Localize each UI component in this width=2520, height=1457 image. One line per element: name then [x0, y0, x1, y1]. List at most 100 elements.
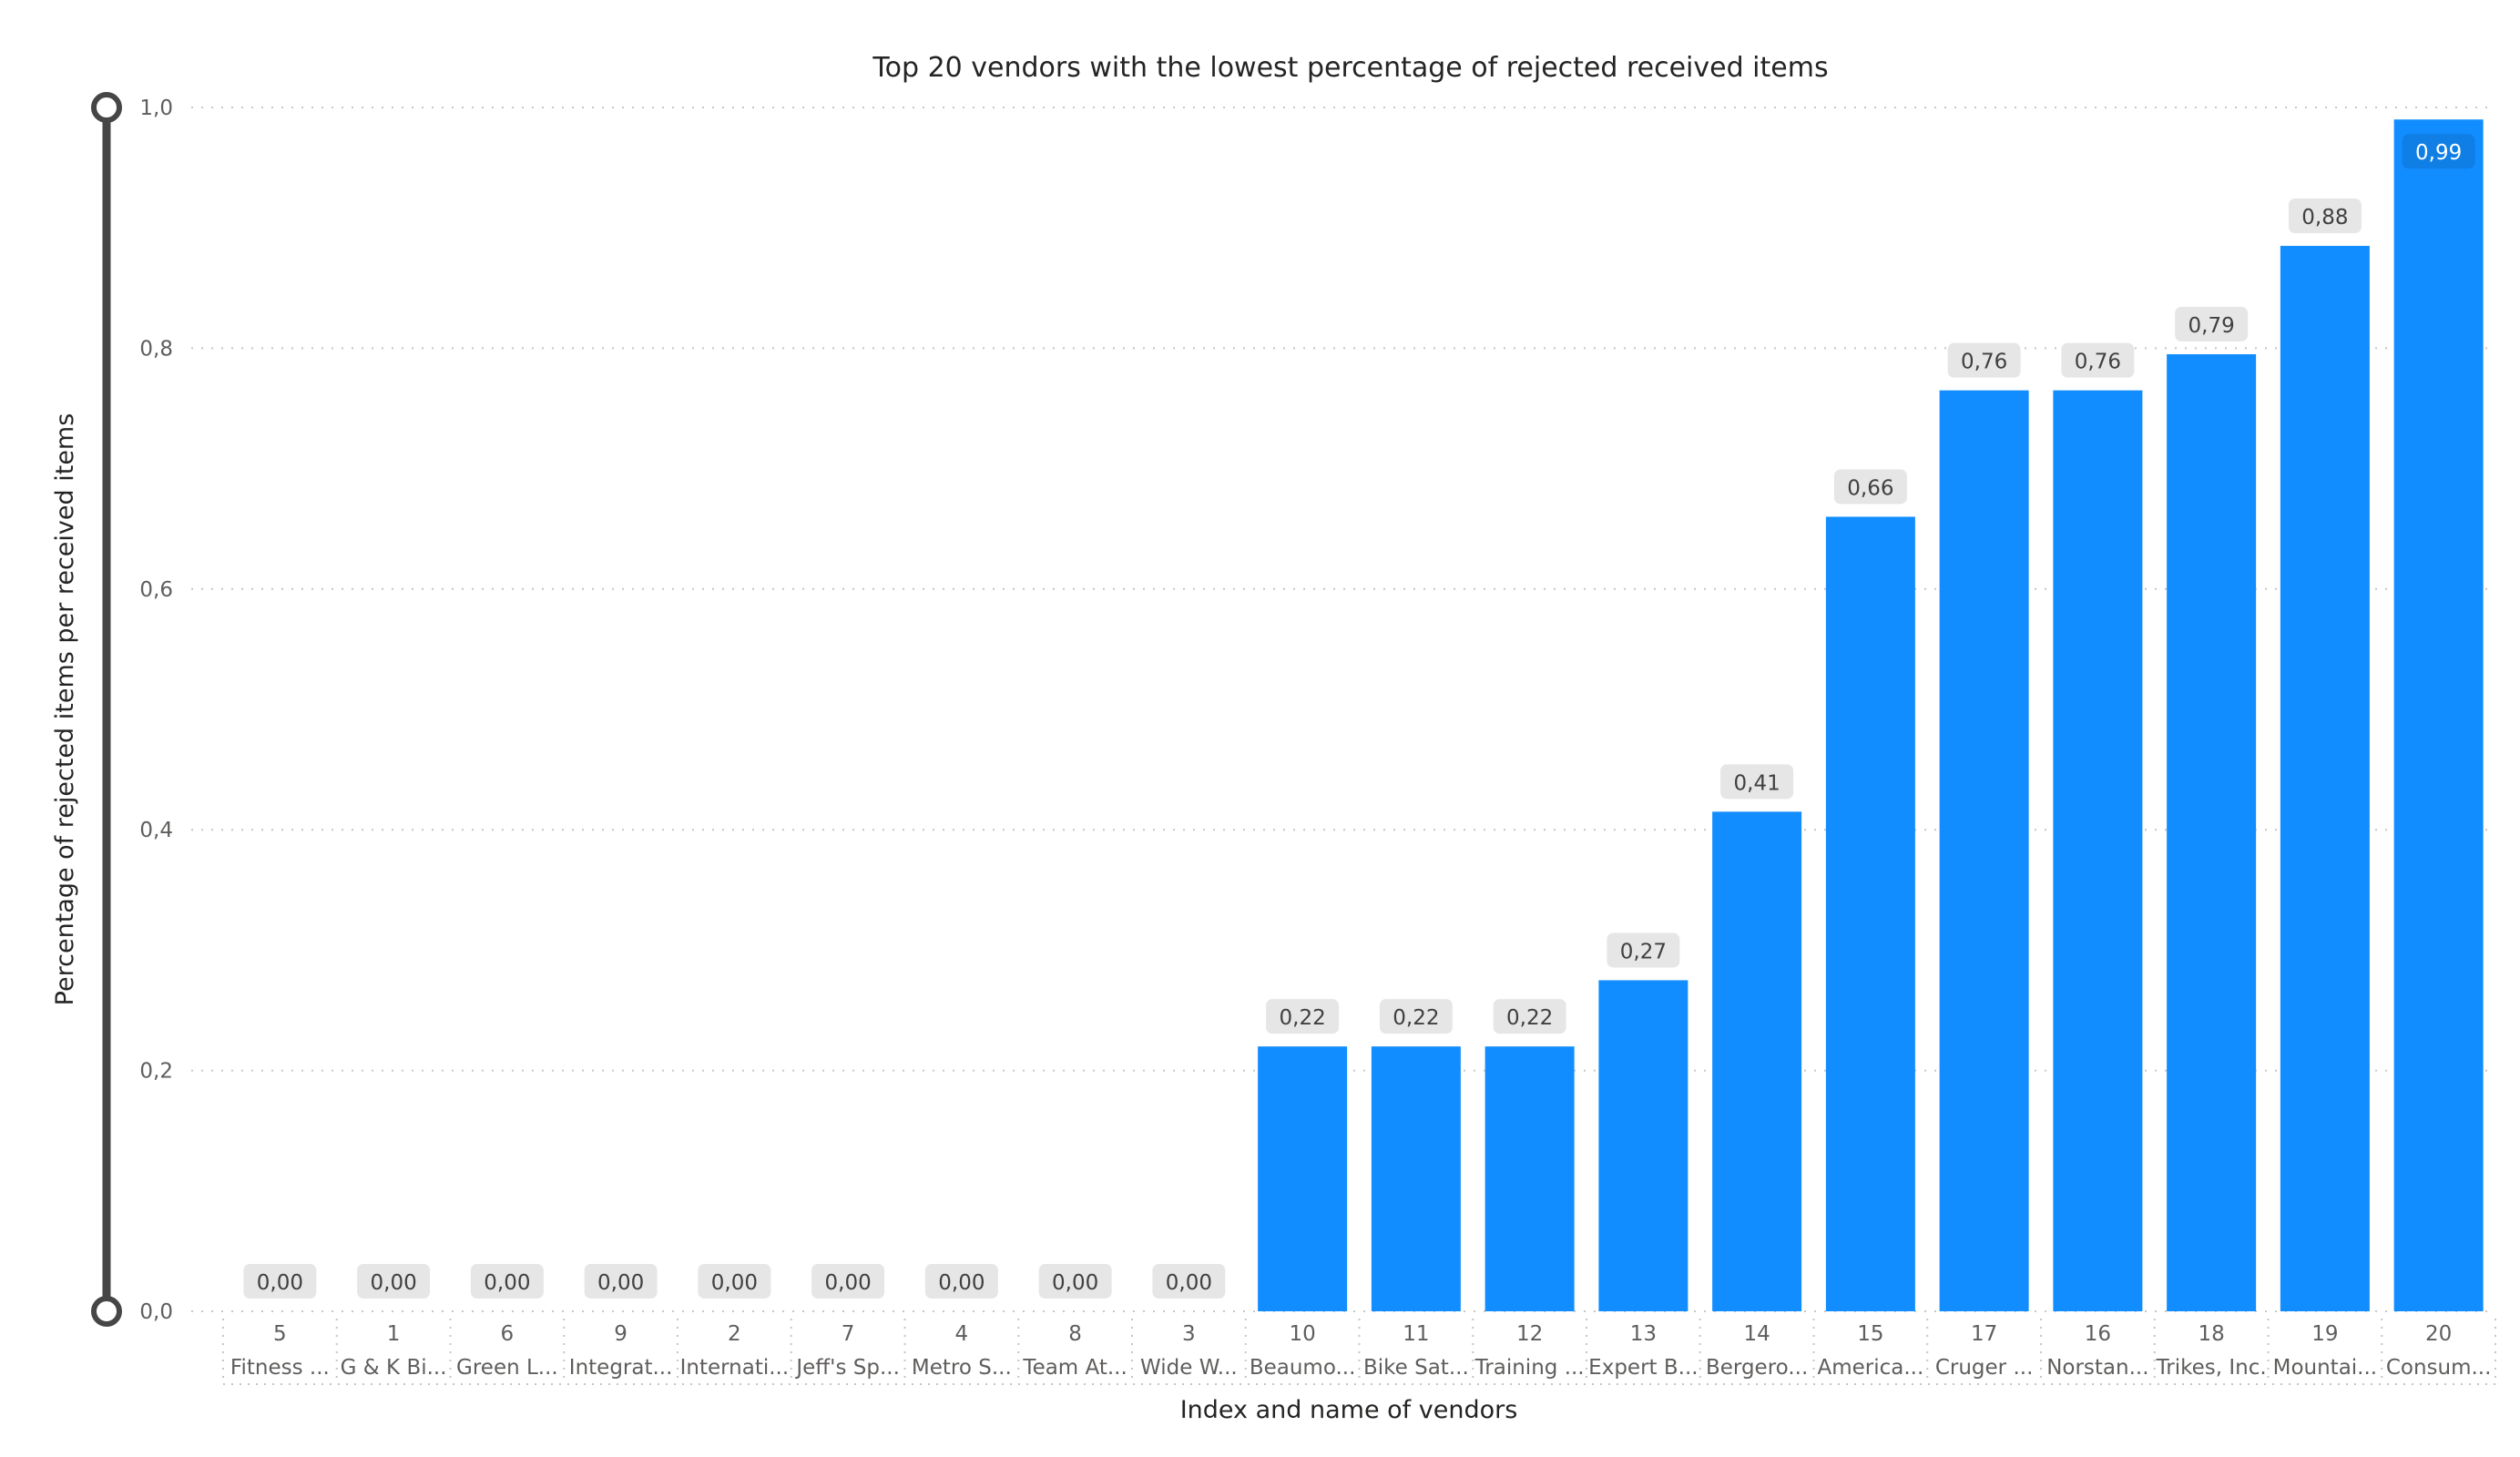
- data-label: 0,79: [2188, 314, 2235, 338]
- data-label: 0,00: [938, 1271, 985, 1295]
- y-axis-ticks: 0,0 0,2 0,4 0,6 0,8 1,0: [139, 97, 173, 1324]
- x-tick-index: 12: [1516, 1322, 1543, 1346]
- x-tick-index: 6: [501, 1322, 515, 1346]
- bar[interactable]: [1939, 390, 2029, 1311]
- x-tick-name: Mountai...: [2273, 1356, 2378, 1380]
- bar[interactable]: [2280, 246, 2370, 1311]
- x-tick-index: 4: [955, 1322, 969, 1346]
- data-label-background: [1607, 932, 1680, 968]
- x-tick-name: Bergero...: [1706, 1356, 1808, 1380]
- bar[interactable]: [1484, 1046, 1575, 1311]
- bar[interactable]: [1712, 811, 1802, 1311]
- slider-handle-bottom[interactable]: [91, 1296, 122, 1327]
- data-label-background: [1379, 999, 1453, 1034]
- bar[interactable]: [1598, 980, 1689, 1311]
- bar[interactable]: [1258, 1046, 1348, 1311]
- data-label: 0,76: [2075, 351, 2121, 374]
- y-tick-label: 0,2: [139, 1060, 173, 1084]
- x-tick-index: 20: [2425, 1322, 2452, 1346]
- data-label: 0,00: [711, 1271, 758, 1295]
- data-label: 0,00: [484, 1271, 530, 1295]
- x-tick-index: 13: [1630, 1322, 1657, 1346]
- data-label: 0,00: [1052, 1271, 1098, 1295]
- data-label: 0,88: [2301, 206, 2348, 229]
- x-tick-index: 19: [2311, 1322, 2338, 1346]
- data-label: 0,22: [1506, 1006, 1553, 1030]
- y-tick-label: 0,6: [139, 578, 173, 602]
- x-tick-index: 8: [1068, 1322, 1082, 1346]
- bar[interactable]: [1371, 1046, 1461, 1311]
- data-label-background: [924, 1264, 998, 1299]
- x-tick-name: Green L...: [456, 1356, 558, 1380]
- x-tick-name: Integrat...: [569, 1356, 673, 1380]
- data-label-background: [2175, 307, 2249, 342]
- x-tick-index: 5: [273, 1322, 287, 1346]
- data-label: 0,00: [371, 1271, 417, 1295]
- x-tick-name: Internati...: [680, 1356, 790, 1380]
- data-label: 0,00: [1166, 1271, 1212, 1295]
- data-label: 0,00: [825, 1271, 872, 1295]
- x-axis-ticks: 5 Fitness ... 1 G & K Bi... 6 Green L... 9 Inte…: [230, 1322, 2492, 1380]
- data-labels: 0,00 0,00 0,00 0,00 0,00 0,00 0,00 0,00 0,00 0,22…: [243, 134, 2475, 1299]
- data-label-background: [584, 1264, 658, 1299]
- data-label-background: [357, 1264, 431, 1299]
- x-axis-title: Index and name of vendors: [1180, 1396, 1518, 1424]
- x-tick-index: 18: [2198, 1322, 2224, 1346]
- data-label: 0,22: [1393, 1006, 1439, 1030]
- data-label-background: [2288, 199, 2362, 234]
- x-tick-index: 15: [1857, 1322, 1883, 1346]
- x-tick-name: Jeff's Sp...: [794, 1356, 900, 1380]
- data-label-background: [1152, 1264, 1226, 1299]
- x-tick-name: Training ...: [1474, 1356, 1585, 1380]
- data-label-background: [2061, 342, 2135, 378]
- data-label: 0,99: [2415, 141, 2462, 165]
- data-label-background: [1266, 999, 1340, 1034]
- x-tick-index: 16: [2085, 1322, 2111, 1346]
- x-tick-index: 17: [1971, 1322, 1997, 1346]
- bar[interactable]: [1825, 516, 1915, 1311]
- x-tick-index: 10: [1289, 1322, 1315, 1346]
- y-tick-label: 0,4: [139, 819, 173, 842]
- data-label: 0,00: [257, 1271, 303, 1295]
- data-label-background: [1493, 999, 1566, 1034]
- bar[interactable]: [2053, 390, 2143, 1311]
- bars: [1258, 119, 2484, 1312]
- x-tick-name: America...: [1817, 1356, 1923, 1380]
- x-tick-name: Metro S...: [912, 1356, 1012, 1380]
- x-tick-name: Team At...: [1022, 1356, 1127, 1380]
- x-tick-name: Cruger ...: [1935, 1356, 2034, 1380]
- slider-handle-top[interactable]: [91, 92, 122, 123]
- y-axis-title: Percentage of rejected items per receive…: [51, 413, 79, 1006]
- data-label: 0,00: [597, 1271, 644, 1295]
- y-tick-label: 1,0: [139, 97, 173, 120]
- x-tick-index: 1: [387, 1322, 401, 1346]
- x-tick-index: 3: [1182, 1322, 1196, 1346]
- data-label: 0,66: [1847, 476, 1893, 500]
- data-label-background: [243, 1264, 317, 1299]
- x-tick-name: Norstan...: [2046, 1356, 2148, 1380]
- data-label-background: [1947, 342, 2021, 378]
- x-tick-name: Trikes, Inc.: [2156, 1356, 2267, 1380]
- x-tick-name: Beaumo...: [1250, 1356, 1356, 1380]
- x-tick-name: Wide W...: [1140, 1356, 1238, 1380]
- y-tick-label: 0,0: [139, 1300, 173, 1324]
- x-tick-index: 2: [728, 1322, 741, 1346]
- data-label-background: [1833, 469, 1907, 504]
- data-label-background: [2402, 134, 2475, 169]
- data-label-background: [1038, 1264, 1112, 1299]
- data-label-background: [811, 1264, 885, 1299]
- y-tick-label: 0,8: [139, 337, 173, 361]
- x-tick-name: Bike Sat...: [1363, 1356, 1469, 1380]
- data-label: 0,22: [1280, 1006, 1326, 1030]
- bar[interactable]: [2393, 119, 2484, 1312]
- data-label: 0,27: [1620, 940, 1667, 963]
- x-tick-name: Consum...: [2386, 1356, 2492, 1380]
- x-tick-name: Expert B...: [1588, 1356, 1698, 1380]
- data-label: 0,41: [1734, 771, 1780, 795]
- data-label-background: [698, 1264, 771, 1299]
- bar[interactable]: [2167, 354, 2257, 1311]
- x-tick-index: 11: [1403, 1322, 1429, 1346]
- y-axis-range-slider[interactable]: [91, 92, 122, 1327]
- x-tick-index: 14: [1743, 1322, 1770, 1346]
- x-axis-separators: [222, 1319, 2496, 1385]
